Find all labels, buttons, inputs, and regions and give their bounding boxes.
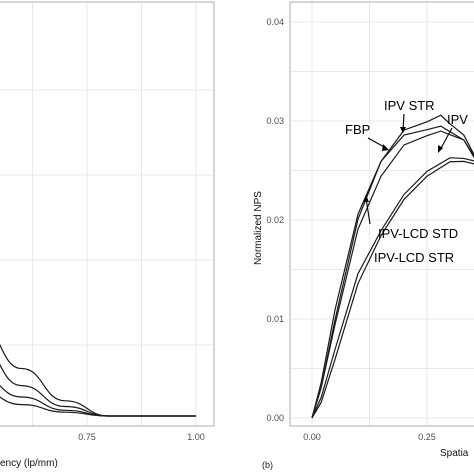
left-curves	[0, 343, 196, 417]
right-gridlines	[290, 2, 474, 426]
right-plot-frame	[289, 1, 474, 427]
left-x-ticks: 0.500.751.00	[78, 432, 205, 442]
right-series-line	[311, 157, 474, 419]
left-series-line	[0, 343, 196, 417]
annotation-ipv: IPV	[447, 112, 468, 127]
arrowhead-ipv-lcd	[363, 195, 369, 202]
right-curves	[311, 114, 474, 419]
annotation-ipv-lcd-std: IPV-LCD STD	[378, 226, 458, 241]
left-x-axis-label: ency (lp/mm)	[0, 458, 58, 469]
arrowhead-ipv-str	[400, 127, 406, 133]
right-x-tick-label: 0.25	[418, 432, 436, 442]
left-series-line	[0, 396, 196, 417]
right-x-axis-label: Spatia	[440, 448, 469, 459]
arrow-ipv	[439, 127, 453, 151]
series-annotations: IPV STR FBP IPV IPV-LCD STD IPV-LCD STR	[345, 98, 468, 265]
right-panel: 0.00 0.01 0.02 0.03 0.04 0.00 0.25 Normalized…	[253, 1, 474, 470]
right-y-tick-label: 0.00	[266, 413, 284, 423]
right-y-ticks: 0.00 0.01 0.02 0.03 0.04	[266, 17, 284, 423]
right-x-tick-label: 0.00	[303, 432, 321, 442]
left-series-line	[0, 363, 196, 417]
right-y-tick-label: 0.01	[266, 314, 284, 324]
left-x-tick-label: 0.75	[78, 432, 96, 442]
right-series-line	[311, 160, 474, 419]
annotation-fbp: FBP	[345, 122, 370, 137]
right-y-tick-label: 0.03	[266, 116, 284, 126]
arrowhead-ipv	[438, 145, 443, 153]
right-x-ticks: 0.00 0.25	[303, 432, 436, 442]
right-series-line	[311, 130, 474, 419]
annotation-ipv-lcd-str: IPV-LCD STR	[374, 250, 454, 265]
arrowhead-fbp	[382, 144, 389, 151]
right-series-line	[311, 114, 474, 419]
left-plot-frame	[0, 1, 215, 427]
left-panel: 0.500.751.00 ency (lp/mm)	[0, 1, 215, 469]
right-y-tick-label: 0.04	[266, 17, 284, 27]
right-y-axis-label: Normalized NPS	[253, 191, 264, 265]
right-y-tick-label: 0.02	[266, 215, 284, 225]
panel-label-b: (b)	[262, 460, 273, 470]
left-gridlines	[0, 2, 214, 426]
right-series-line	[311, 125, 474, 419]
arrow-ipv-lcd	[365, 197, 371, 225]
left-x-tick-label: 1.00	[187, 432, 205, 442]
annotation-ipv-str: IPV STR	[384, 98, 435, 113]
